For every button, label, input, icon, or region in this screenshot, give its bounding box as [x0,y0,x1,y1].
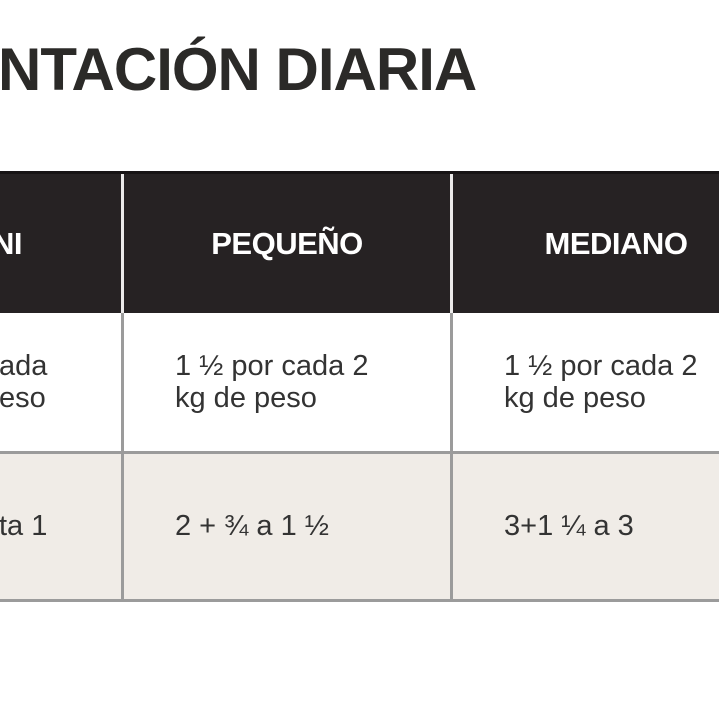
page-title: NTACIÓN DIARIA [0,36,477,103]
table-row-per-kg: ada eso 1 ½ por cada 2 kg de peso 1 ½ po… [0,313,719,454]
cell-line: 1 ½ por cada 2 [175,349,369,382]
cell-line: kg de peso [175,382,317,414]
row2-cell-left-clipped: ta 1 [0,454,124,599]
cell-text: 1 ½ por cada 2 kg de peso [175,350,368,415]
cell-text: ada eso [0,350,47,415]
header-cell-mediano: MEDIANO [453,174,719,313]
row2-cell-pequeno: 2 + ¾ a 1 ½ [124,454,453,599]
row2-cell-mediano: 3+1 ¼ a 3 [453,454,719,599]
cell-line: eso [0,382,46,414]
table-header-row: NI PEQUEÑO MEDIANO [0,171,719,313]
cell-text: 3+1 ¼ a 3 [504,510,634,542]
cell-line: 2 + ¾ a 1 ½ [175,510,329,543]
cell-line: 1 ½ por cada 2 [504,349,698,382]
header-label-left: NI [0,225,23,261]
row1-cell-pequeno: 1 ½ por cada 2 kg de peso [124,313,453,451]
header-cell-left-clipped: NI [0,174,124,313]
cell-text: ta 1 [0,510,47,542]
row1-cell-mediano: 1 ½ por cada 2 kg de peso [453,313,719,451]
header-label-pequeno: PEQUEÑO [211,225,363,261]
header-label-mediano: MEDIANO [544,225,688,261]
cell-line: ada [0,349,48,382]
feeding-table: NI PEQUEÑO MEDIANO ada eso 1 ½ por cada … [0,171,719,602]
cell-line: ta 1 [0,510,48,543]
cell-text: 2 + ¾ a 1 ½ [175,510,329,542]
cell-text: 1 ½ por cada 2 kg de peso [504,350,697,415]
cell-line: kg de peso [504,382,646,414]
cell-line: 3+1 ¼ a 3 [504,510,634,543]
table-row-amount: ta 1 2 + ¾ a 1 ½ 3+1 ¼ a 3 [0,454,719,599]
row1-cell-left-clipped: ada eso [0,313,124,451]
header-cell-pequeno: PEQUEÑO [124,174,453,313]
